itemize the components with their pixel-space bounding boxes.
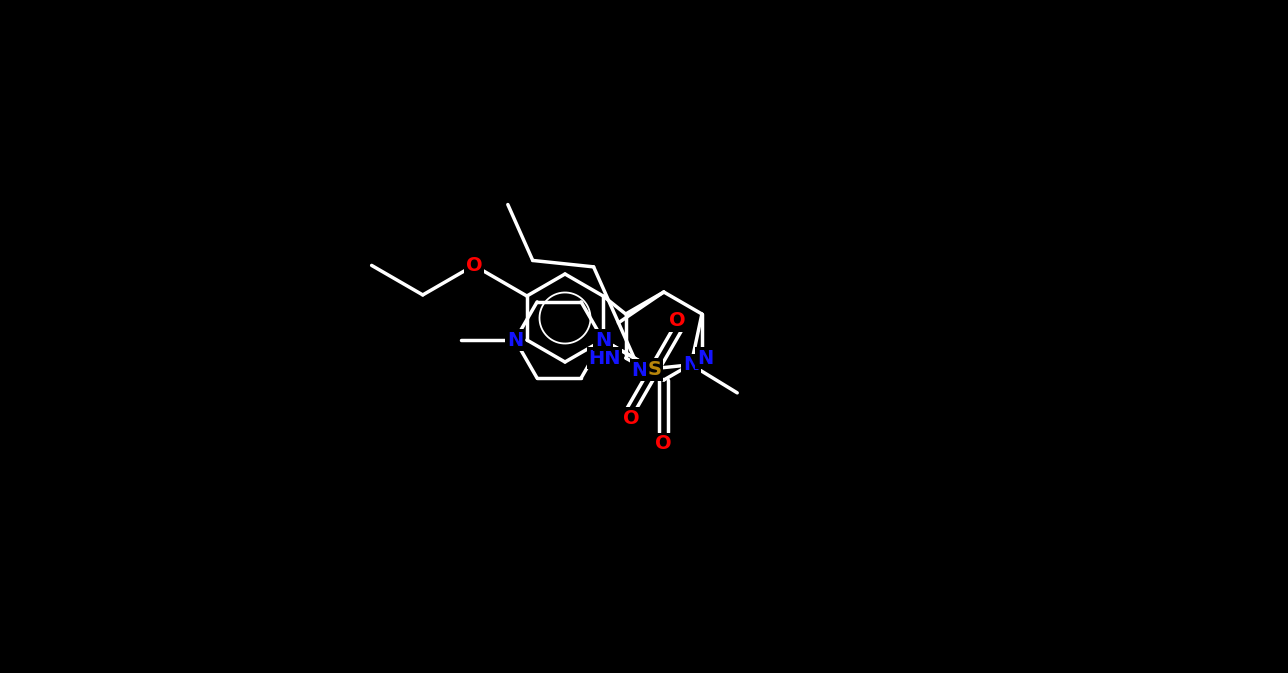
Text: N: N [507,330,523,349]
Text: O: O [622,409,639,427]
Text: S: S [648,360,661,379]
Text: N: N [683,355,699,374]
Text: HN: HN [589,349,621,367]
Text: O: O [670,312,687,330]
Text: O: O [465,256,482,275]
Text: N: N [631,361,648,380]
Text: O: O [656,434,672,454]
Text: N: N [697,349,714,367]
Text: N: N [595,330,612,349]
